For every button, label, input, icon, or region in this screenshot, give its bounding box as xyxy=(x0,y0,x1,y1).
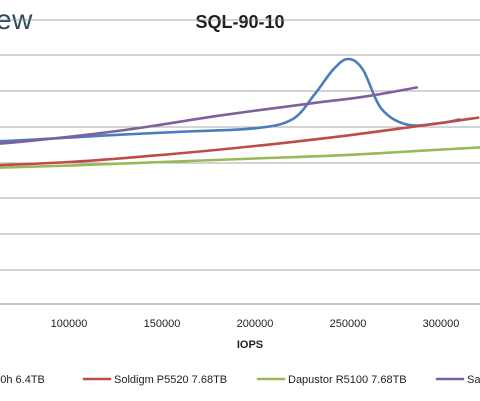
x-tick-label: 250000 xyxy=(330,318,367,330)
x-tick-label: 300000 xyxy=(423,318,460,330)
logo-text: ew xyxy=(0,4,33,35)
grid-lines xyxy=(0,19,480,305)
x-tick-label: 150000 xyxy=(144,318,181,330)
series-lines xyxy=(0,57,480,169)
x-tick-label: 100000 xyxy=(51,318,88,330)
series-line-2 xyxy=(0,116,480,167)
x-tick-labels: 100000 150000 200000 250000 300000 xyxy=(51,318,460,330)
legend: 550h 6.4TB Soldigm P5520 7.68TB Dapustor R… xyxy=(0,374,480,386)
series-line-1 xyxy=(0,57,461,143)
x-tick-label: 200000 xyxy=(237,318,274,330)
legend-label-1: 550h 6.4TB xyxy=(0,374,45,386)
chart-title: SQL-90-10 xyxy=(195,12,285,32)
series-line-3 xyxy=(0,146,480,169)
x-axis-title: IOPS xyxy=(237,339,263,351)
series-line-4 xyxy=(0,86,419,145)
legend-label-2: Soldigm P5520 7.68TB xyxy=(114,374,227,386)
legend-label-4: Sa xyxy=(467,374,480,386)
legend-label-3: Dapustor R5100 7.68TB xyxy=(288,374,407,386)
